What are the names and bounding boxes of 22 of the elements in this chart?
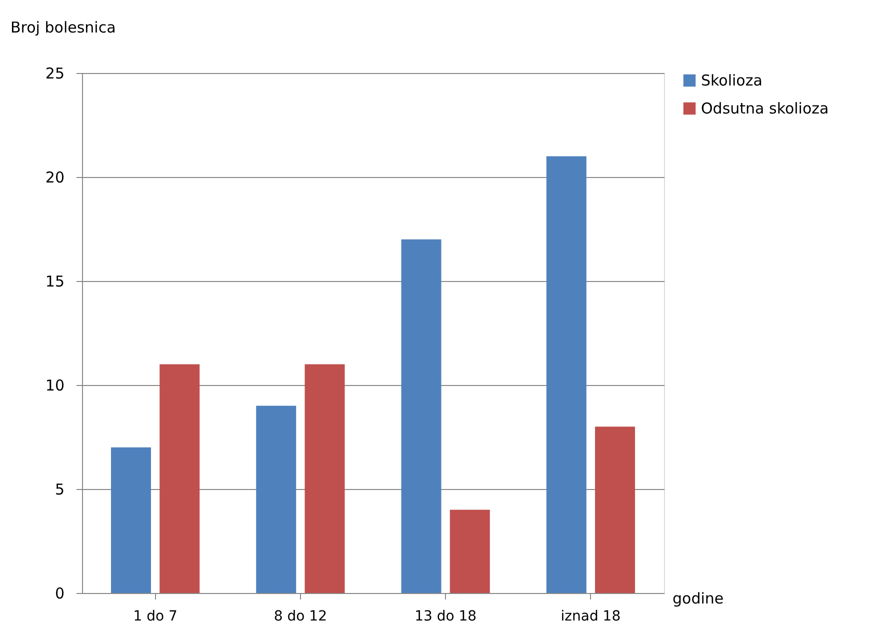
- bar: [256, 406, 296, 593]
- legend-label: Odsutna skolioza: [701, 100, 829, 118]
- y-tick-label: 0: [54, 584, 64, 602]
- bar: [595, 426, 636, 593]
- x-tick-label: 13 do 18: [414, 608, 477, 623]
- x-tick-label: iznad 18: [560, 608, 621, 623]
- bar: [401, 239, 442, 593]
- y-tick-label: 10: [45, 376, 64, 394]
- bar: [160, 364, 200, 593]
- x-axis-title: godine: [672, 590, 724, 608]
- y-tick-label: 5: [54, 480, 64, 498]
- x-tick-label: 1 do 7: [133, 608, 178, 623]
- y-axis-title: Broj bolesnica: [10, 18, 116, 36]
- y-tick-label: 25: [45, 64, 64, 82]
- x-tick-label: 8 do 12: [274, 608, 327, 623]
- y-tick-label: 15: [45, 272, 64, 290]
- bar: [304, 364, 345, 593]
- bar: [450, 510, 490, 593]
- bar: [546, 156, 586, 593]
- y-tick-label: 20: [45, 168, 64, 186]
- bar: [110, 447, 151, 593]
- legend-label: Skolioza: [701, 72, 762, 90]
